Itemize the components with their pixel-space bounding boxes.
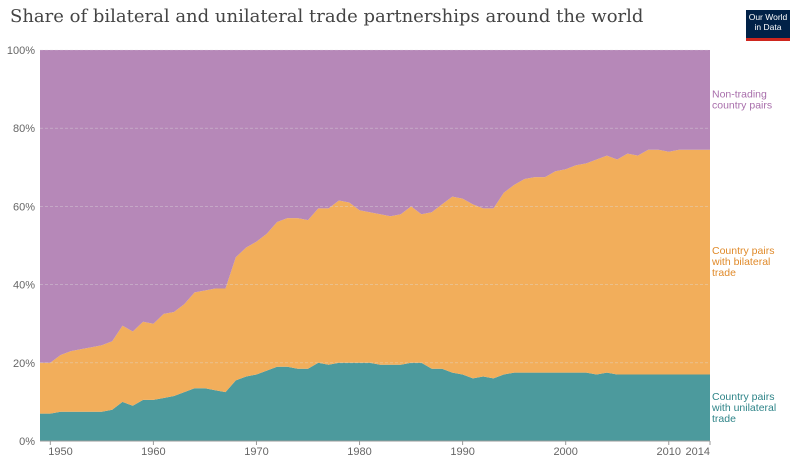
series-label-1: trade [712, 267, 736, 279]
x-tick-label: 1990 [450, 446, 474, 458]
x-tick-label: 1950 [48, 446, 72, 458]
y-tick-label: 60% [13, 201, 35, 213]
series-label-0: Country pairs [712, 391, 774, 403]
area-series-1 [40, 149, 710, 414]
y-tick-label: 80% [13, 123, 35, 135]
x-tick-label: 1980 [347, 446, 371, 458]
chart-title: Share of bilateral and unilateral trade … [10, 6, 644, 27]
owid-logo[interactable]: Our World in Data [746, 10, 790, 41]
x-tick-label: 1970 [244, 446, 268, 458]
series-label-0: with unilateral [711, 402, 776, 414]
series-label-0: trade [712, 413, 736, 425]
logo-line-1: Our World [748, 12, 788, 22]
series-label-1: with bilateral [711, 256, 770, 268]
series-label-1: Country pairs [712, 245, 774, 257]
x-tick-label: 2010 [657, 446, 681, 458]
y-tick-label: 20% [13, 358, 35, 370]
logo-line-2: in Data [754, 22, 782, 32]
y-tick-label: 0% [19, 436, 35, 448]
y-tick-label: 40% [13, 280, 35, 292]
x-tick-label: 1960 [141, 446, 165, 458]
area-series-0 [40, 362, 710, 441]
series-label-2: country pairs [712, 99, 772, 111]
x-tick-label: 2014 [686, 446, 710, 458]
x-tick-label: 2000 [553, 446, 577, 458]
y-tick-label: 100% [7, 45, 35, 57]
series-label-2: Non-trading [712, 88, 767, 100]
